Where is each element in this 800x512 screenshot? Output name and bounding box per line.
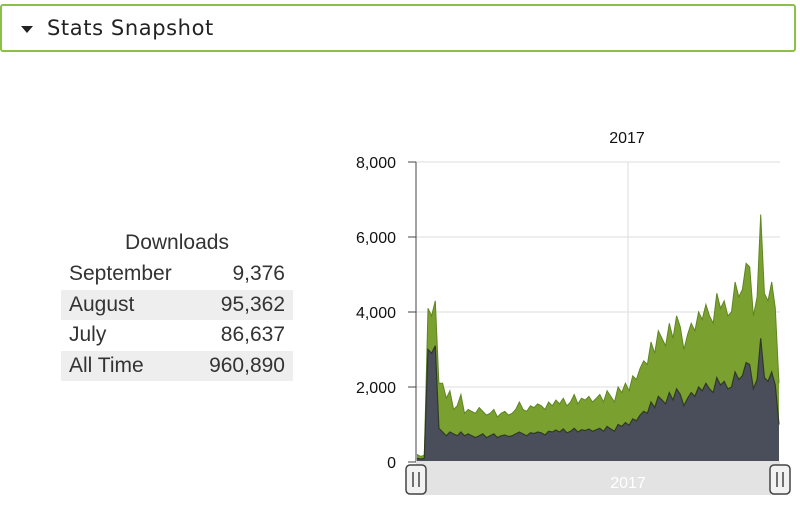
row-label: September [69, 262, 172, 286]
y-axis: 8,000 6,000 4,000 2,000 0 [356, 155, 417, 472]
row-value: 95,362 [191, 289, 293, 320]
navigator-left-handle[interactable] [405, 464, 427, 495]
row-value: 86,637 [220, 323, 285, 347]
y-tick-label: 4,000 [356, 305, 396, 322]
downloads-table: September 9,376 August 95,362 July 86,63… [61, 259, 293, 381]
series-line-top [416, 214, 780, 457]
table-row: August 95,362 [61, 289, 293, 320]
row-value: 9,376 [232, 262, 285, 286]
y-tick-label: 2,000 [356, 380, 396, 397]
row-label: July [69, 323, 107, 347]
row-label: All Time [61, 350, 192, 381]
y-tick-label: 6,000 [356, 230, 396, 247]
panel-title: Stats Snapshot [47, 16, 214, 40]
navigator-track[interactable] [416, 461, 780, 495]
navigator-right-handle[interactable] [769, 464, 791, 495]
series-area-bottom [417, 338, 779, 462]
row-label: August [61, 289, 192, 320]
range-navigator[interactable]: 2017 [405, 461, 791, 495]
plot-area [416, 214, 780, 462]
downloads-chart: 2017 8,000 6,000 4,000 2,000 0 2017 [356, 130, 791, 495]
table-row: July 86,637 [61, 320, 293, 351]
table-row: September 9,376 [61, 259, 293, 290]
y-tick-label: 8,000 [356, 155, 396, 172]
y-tick-label: 0 [387, 455, 396, 472]
downloads-heading: Downloads [125, 231, 229, 254]
row-value: 960,890 [191, 350, 293, 381]
series-line-bottom [416, 338, 780, 460]
chart-title: 2017 [609, 130, 645, 147]
stats-snapshot-header[interactable]: Stats Snapshot [0, 4, 796, 52]
table-row: All Time 960,890 [61, 350, 293, 381]
caret-down-icon[interactable] [21, 26, 33, 33]
navigator-label: 2017 [610, 475, 646, 492]
